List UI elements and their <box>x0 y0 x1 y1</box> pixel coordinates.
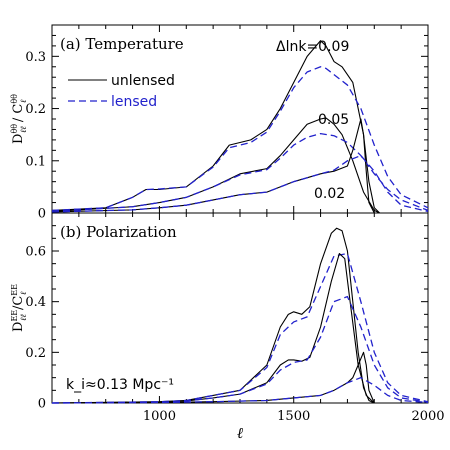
y-tick-label: 0.2 <box>25 346 46 361</box>
ylabel-b-sup: EE <box>10 310 19 322</box>
ylabel-bottom-sub: ℓ <box>19 99 28 103</box>
x-tick-label: 2000 <box>411 409 444 424</box>
ylabel-b-slash: /C <box>11 296 26 315</box>
annotation-ki: k_i≈0.13 Mpc⁻¹ <box>66 377 174 393</box>
ylabel-top-sup: θθ <box>10 124 19 134</box>
series-line-lensed <box>51 377 429 404</box>
panel-polarization-ylabel: DEEℓℓ /CEEℓ <box>10 284 28 332</box>
series-line-lensed <box>51 154 429 213</box>
panel-temperature: 0 0.1 0.2 0.3 (a) Temperature Δlnk=0.09 0.0… <box>10 24 429 222</box>
y-tick-label: 0.2 <box>25 102 46 117</box>
svg-text:DEEℓℓ /CEEℓ: DEEℓℓ /CEEℓ <box>10 284 28 332</box>
series-line-unlensed <box>51 117 380 214</box>
y-tick-label: 0.4 <box>25 295 46 310</box>
ylabel-b-sub2: ℓ <box>19 291 28 295</box>
ylabel-slash: / C <box>11 104 26 127</box>
y-tick-label: 0.1 <box>25 154 46 169</box>
ylabel-b-sub: ℓℓ <box>19 314 28 321</box>
ylabel-b-d: D <box>11 322 26 332</box>
x-tick-label: 1500 <box>277 409 310 424</box>
x-tick-label: 1000 <box>143 409 176 424</box>
ylabel-bottom-sup: θθ <box>10 94 19 104</box>
ylabel-b-sup2: EE <box>10 284 19 296</box>
y-tick-label: 0.6 <box>25 245 46 260</box>
legend: unlensed lensed <box>68 73 175 110</box>
series-line-lensed <box>51 66 429 212</box>
annotation-dlnk-002: 0.02 <box>314 186 345 202</box>
y-tick-label: 0.3 <box>25 50 46 65</box>
series-line-lensed <box>51 295 429 404</box>
panel-temperature-ticks: 0 0.1 0.2 0.3 <box>25 24 429 222</box>
y-tick-label: 0 <box>38 397 46 412</box>
y-tick-label: 0 <box>38 207 46 222</box>
panel-temperature-ylabel: Dθθℓℓ / Cθθℓ <box>10 94 28 144</box>
annotation-dlnk-009: Δlnk=0.09 <box>276 39 349 55</box>
svg-text:Dθθℓℓ / Cθθℓ: Dθθℓℓ / Cθθℓ <box>10 94 28 144</box>
legend-unlensed-label: unlensed <box>111 73 175 89</box>
panel-temperature-series <box>51 40 429 214</box>
legend-lensed-label: lensed <box>111 94 157 110</box>
panel-polarization-ticks: 1000 1500 2000 0 0.2 0.4 0.6 <box>25 212 445 424</box>
x-axis-label: ℓ <box>237 424 243 442</box>
panel-polarization-title: (b) Polarization <box>60 223 177 241</box>
series-line-lensed <box>51 132 429 213</box>
ylabel-top-d: D <box>11 134 26 144</box>
series-line-unlensed <box>51 252 375 404</box>
panel-temperature-title: (a) Temperature <box>60 35 184 53</box>
panel-polarization-series <box>51 227 429 404</box>
series-line-lensed <box>51 252 429 404</box>
annotation-dlnk-005: 0.05 <box>318 112 349 128</box>
ylabel-top-sub: ℓℓ <box>19 126 28 133</box>
